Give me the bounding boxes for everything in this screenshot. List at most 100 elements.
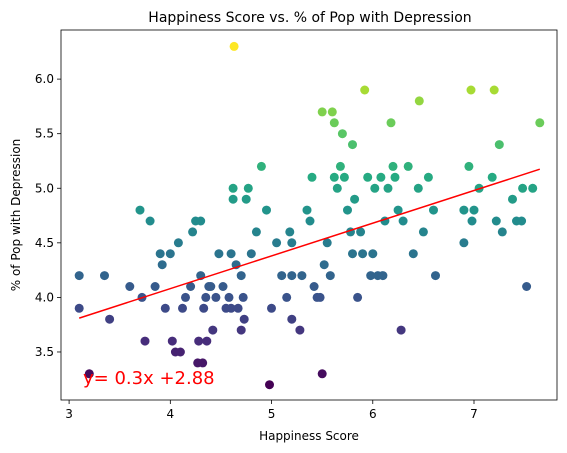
chart-title: Happiness Score vs. % of Pop with Depres… bbox=[148, 10, 471, 26]
data-point bbox=[325, 271, 335, 281]
data-point bbox=[236, 325, 246, 335]
data-point bbox=[175, 347, 185, 357]
data-point bbox=[214, 249, 224, 259]
y-tick-label: 5.0 bbox=[35, 181, 54, 195]
data-point bbox=[199, 303, 209, 313]
data-point bbox=[287, 314, 297, 324]
data-point bbox=[319, 260, 329, 270]
data-point bbox=[528, 183, 538, 193]
regression-layer bbox=[78, 168, 541, 319]
data-point bbox=[295, 325, 305, 335]
data-point bbox=[459, 238, 469, 248]
data-point bbox=[226, 303, 236, 313]
data-point bbox=[157, 260, 167, 270]
x-tick-label: 7 bbox=[470, 407, 478, 421]
data-point bbox=[287, 238, 297, 248]
data-point bbox=[178, 303, 187, 313]
data-point bbox=[315, 292, 325, 302]
data-point bbox=[287, 271, 297, 281]
data-point bbox=[246, 249, 256, 259]
data-point bbox=[343, 205, 352, 215]
data-point bbox=[224, 292, 234, 302]
data-point bbox=[309, 282, 319, 291]
data-point bbox=[423, 172, 433, 182]
data-point bbox=[239, 314, 249, 324]
data-point bbox=[173, 238, 183, 248]
data-point bbox=[518, 183, 528, 193]
data-point bbox=[322, 238, 332, 248]
data-point bbox=[145, 216, 155, 226]
data-point bbox=[251, 227, 261, 237]
data-point bbox=[267, 303, 276, 313]
data-point bbox=[186, 282, 196, 291]
data-point bbox=[327, 107, 337, 117]
data-point bbox=[429, 205, 438, 215]
data-point bbox=[236, 271, 246, 281]
data-point bbox=[150, 282, 160, 291]
data-point bbox=[535, 118, 545, 128]
data-point bbox=[307, 172, 317, 182]
data-point bbox=[366, 271, 376, 281]
data-point bbox=[358, 249, 368, 259]
data-point bbox=[469, 205, 479, 215]
data-point bbox=[233, 303, 243, 313]
data-point bbox=[208, 325, 218, 335]
data-point bbox=[517, 216, 527, 226]
data-point bbox=[466, 85, 476, 95]
data-point bbox=[277, 271, 287, 281]
data-point bbox=[74, 303, 84, 313]
data-point bbox=[74, 271, 84, 281]
data-point bbox=[408, 249, 418, 259]
data-point bbox=[201, 292, 211, 302]
data-point bbox=[243, 183, 253, 193]
data-point bbox=[403, 161, 413, 171]
data-point bbox=[317, 369, 327, 379]
data-point bbox=[396, 325, 406, 335]
data-point bbox=[256, 161, 266, 171]
data-point bbox=[265, 380, 274, 390]
data-point bbox=[155, 249, 165, 259]
y-tick-label: 6.0 bbox=[35, 72, 54, 86]
data-point bbox=[494, 140, 504, 150]
data-point bbox=[188, 227, 198, 237]
data-point bbox=[206, 282, 216, 291]
data-point bbox=[378, 271, 388, 281]
data-point bbox=[167, 336, 177, 346]
y-tick-label: 4.0 bbox=[35, 290, 54, 304]
data-point bbox=[160, 303, 170, 313]
data-point bbox=[356, 227, 366, 237]
data-point bbox=[363, 172, 373, 182]
data-point bbox=[100, 271, 109, 281]
y-axis-label: % of Pop with Depression bbox=[9, 139, 23, 292]
data-point bbox=[196, 216, 206, 226]
data-points bbox=[74, 41, 545, 390]
data-point bbox=[218, 282, 228, 291]
data-point bbox=[317, 107, 327, 117]
data-point bbox=[350, 194, 360, 204]
data-point bbox=[398, 216, 408, 226]
x-axis-label: Happiness Score bbox=[259, 429, 359, 443]
data-point bbox=[497, 227, 507, 237]
data-point bbox=[125, 282, 135, 291]
data-point bbox=[413, 183, 423, 193]
data-point bbox=[353, 292, 363, 302]
x-ticks: 3 4 5 6 7 bbox=[65, 400, 478, 421]
data-point bbox=[337, 129, 347, 139]
data-point bbox=[329, 172, 339, 182]
x-tick-label: 3 bbox=[65, 407, 73, 421]
data-point bbox=[302, 205, 312, 215]
data-point bbox=[332, 183, 342, 193]
data-point bbox=[467, 216, 477, 226]
data-point bbox=[202, 336, 212, 346]
data-point bbox=[522, 282, 532, 291]
data-point bbox=[335, 161, 345, 171]
data-point bbox=[285, 227, 295, 237]
data-point bbox=[198, 358, 208, 368]
data-point bbox=[360, 85, 370, 95]
data-point bbox=[272, 238, 282, 248]
data-point bbox=[376, 172, 386, 182]
regression-equation: y= 0.3x +2.88 bbox=[83, 368, 215, 389]
data-point bbox=[390, 172, 400, 182]
data-point bbox=[414, 96, 424, 106]
y-ticks: 3.5 4.0 4.5 5.0 5.5 6.0 bbox=[35, 72, 61, 359]
